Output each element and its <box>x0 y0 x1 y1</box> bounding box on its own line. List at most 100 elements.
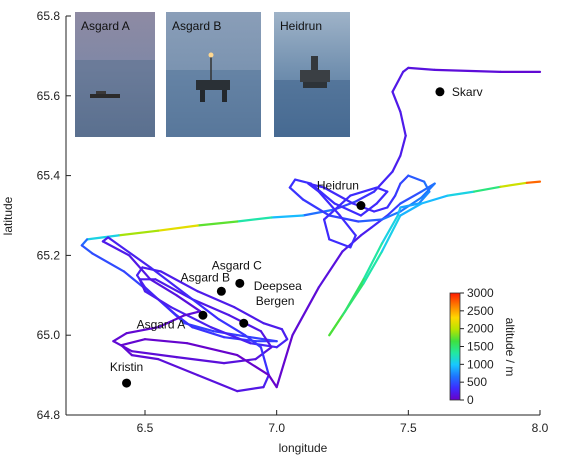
track-segment <box>143 290 173 309</box>
colorbar: 0 500 1000 1500 2000 2500 3000 altitude / m <box>449 286 517 407</box>
site-label-asgard-a: Asgard A <box>137 317 186 331</box>
track-segment <box>112 332 128 343</box>
track-segment <box>386 202 402 217</box>
track-segment <box>236 216 273 223</box>
site-label-asgard-b: Asgard B <box>181 270 230 284</box>
colorbar-gradient <box>449 292 461 401</box>
photo-heidrun-sea <box>274 80 350 137</box>
track-segment <box>341 282 365 317</box>
track-segment <box>396 206 402 217</box>
site-label-bergen: Bergen <box>256 294 295 308</box>
photo-heidrun: Heidrun <box>274 12 350 137</box>
track-segment <box>399 202 423 217</box>
track-segment <box>267 374 278 389</box>
photo-asgard-b: Asgard B <box>166 12 261 137</box>
track-segment <box>275 338 289 349</box>
track-segment <box>120 338 147 347</box>
y-tick-label: 64.8 <box>37 408 61 422</box>
heidrun-platform <box>300 70 330 82</box>
track-segment <box>262 322 283 331</box>
track-segment <box>391 154 402 173</box>
track-segment <box>233 306 265 325</box>
track-segment <box>375 186 389 193</box>
colorbar-tick-label: 2000 <box>467 322 494 336</box>
track-segment <box>196 290 236 309</box>
track-segment <box>159 270 199 293</box>
track-segment <box>328 214 360 223</box>
track-segment <box>196 220 239 227</box>
site-label-heidrun: Heidrun <box>317 179 359 193</box>
site-marker-asgard-c <box>235 278 245 288</box>
colorbar-ticks: 0 500 1000 1500 2000 2500 3000 <box>460 286 494 407</box>
photo-asgard-a-sea <box>75 60 155 137</box>
track-segment <box>186 342 239 357</box>
site-label-asgard-c: Asgard C <box>212 258 262 272</box>
track-segment <box>380 214 399 245</box>
track-segment <box>380 214 402 253</box>
x-tick-label: 8.0 <box>532 421 549 435</box>
site-marker-heidrun <box>356 201 366 211</box>
track-segment <box>183 310 202 317</box>
track-segment <box>446 190 476 197</box>
track-segment <box>357 218 384 223</box>
track-segment <box>149 278 178 297</box>
x-axis-ticks: 6.5 7.0 7.5 8.0 <box>137 410 549 435</box>
track-segment <box>270 214 305 219</box>
y-tick-label: 65.0 <box>37 328 61 342</box>
track-segment <box>375 190 389 205</box>
track-segment <box>473 185 502 193</box>
track-segment <box>399 110 407 137</box>
track-segment <box>309 182 336 205</box>
track-segment <box>191 298 231 317</box>
asgard-b-leg-1 <box>200 90 205 102</box>
track-segment <box>125 326 160 335</box>
track-segment <box>157 314 186 329</box>
track-segment <box>391 90 402 113</box>
track-segment <box>217 318 247 337</box>
track-segment <box>101 240 131 257</box>
track-segment <box>91 252 126 273</box>
photo-asgard-a: Asgard A <box>75 12 155 137</box>
track-segment <box>407 66 436 72</box>
track-segment <box>236 354 270 377</box>
track-segment <box>349 186 378 197</box>
asgard-b-platform <box>196 80 230 90</box>
track-segment <box>525 180 542 184</box>
track-segment <box>317 190 341 217</box>
colorbar-tick-label: 1000 <box>467 357 494 371</box>
track-segment <box>291 286 320 337</box>
colorbar-tick-label: 2500 <box>467 304 494 318</box>
y-axis-label: latitude <box>1 196 15 235</box>
y-tick-label: 65.6 <box>37 89 61 103</box>
site-marker-skarv <box>435 87 445 97</box>
x-axis-label: longitude <box>279 441 328 455</box>
asgard-b-leg-2 <box>222 90 227 102</box>
track-segment <box>236 386 265 393</box>
track-segment <box>249 342 278 349</box>
track-segment <box>386 194 397 209</box>
site-marker-asgard-a <box>198 310 208 320</box>
x-tick-label: 7.0 <box>268 421 285 435</box>
colorbar-tick-label: 0 <box>467 393 474 407</box>
track-segment <box>128 254 152 281</box>
track-segment <box>399 134 407 157</box>
asgard-b-flare <box>208 52 214 58</box>
track-segment <box>120 344 133 357</box>
track-segment <box>394 182 402 197</box>
track-segment <box>212 330 252 339</box>
track-segment <box>143 338 189 345</box>
track-segment <box>362 242 384 281</box>
track-segment <box>130 350 178 359</box>
site-marker-deepsea-bergen <box>239 318 249 328</box>
colorbar-tick-label: 3000 <box>467 286 494 300</box>
track-segment <box>373 206 389 213</box>
track-segment <box>170 306 212 329</box>
track-segment <box>362 250 384 285</box>
track-segment <box>191 326 226 339</box>
track-segment <box>380 210 402 221</box>
track-segment <box>323 186 355 205</box>
track-segment <box>275 334 294 389</box>
track-segment <box>130 354 160 361</box>
track-segment <box>157 358 199 377</box>
x-tick-label: 6.5 <box>137 421 154 435</box>
